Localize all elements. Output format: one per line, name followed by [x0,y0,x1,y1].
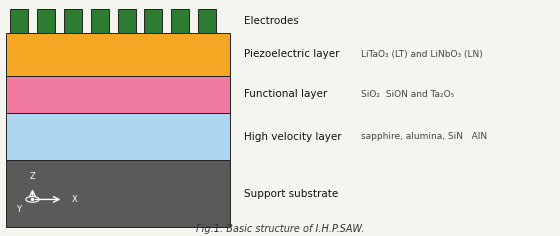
Bar [198,9,216,33]
Bar [64,9,82,33]
Bar [6,160,230,227]
Bar [10,9,28,33]
Bar [171,9,189,33]
Bar [6,33,230,76]
Text: Y: Y [16,205,21,214]
Bar [37,9,55,33]
Text: Fig.1. Basic structure of I.H.P.SAW.: Fig.1. Basic structure of I.H.P.SAW. [196,224,364,234]
Text: High velocity layer: High velocity layer [244,132,341,142]
Text: Functional layer: Functional layer [244,89,327,99]
Text: X: X [72,195,77,204]
Text: Piezoelectric layer: Piezoelectric layer [244,49,339,59]
Bar [6,76,230,113]
Text: SiO₂  SiON and Ta₂O₅: SiO₂ SiON and Ta₂O₅ [361,90,455,99]
Text: Electrodes: Electrodes [244,16,298,26]
Text: LiTaO₃ (LT) and LiNbO₃ (LN): LiTaO₃ (LT) and LiNbO₃ (LN) [361,50,483,59]
Text: Z: Z [30,172,35,181]
Bar [6,113,230,160]
Bar [118,9,136,33]
Bar [144,9,162,33]
Bar [91,9,109,33]
Text: sapphire, alumina, SiN   AlN: sapphire, alumina, SiN AlN [361,132,487,141]
Text: Support substrate: Support substrate [244,189,338,198]
